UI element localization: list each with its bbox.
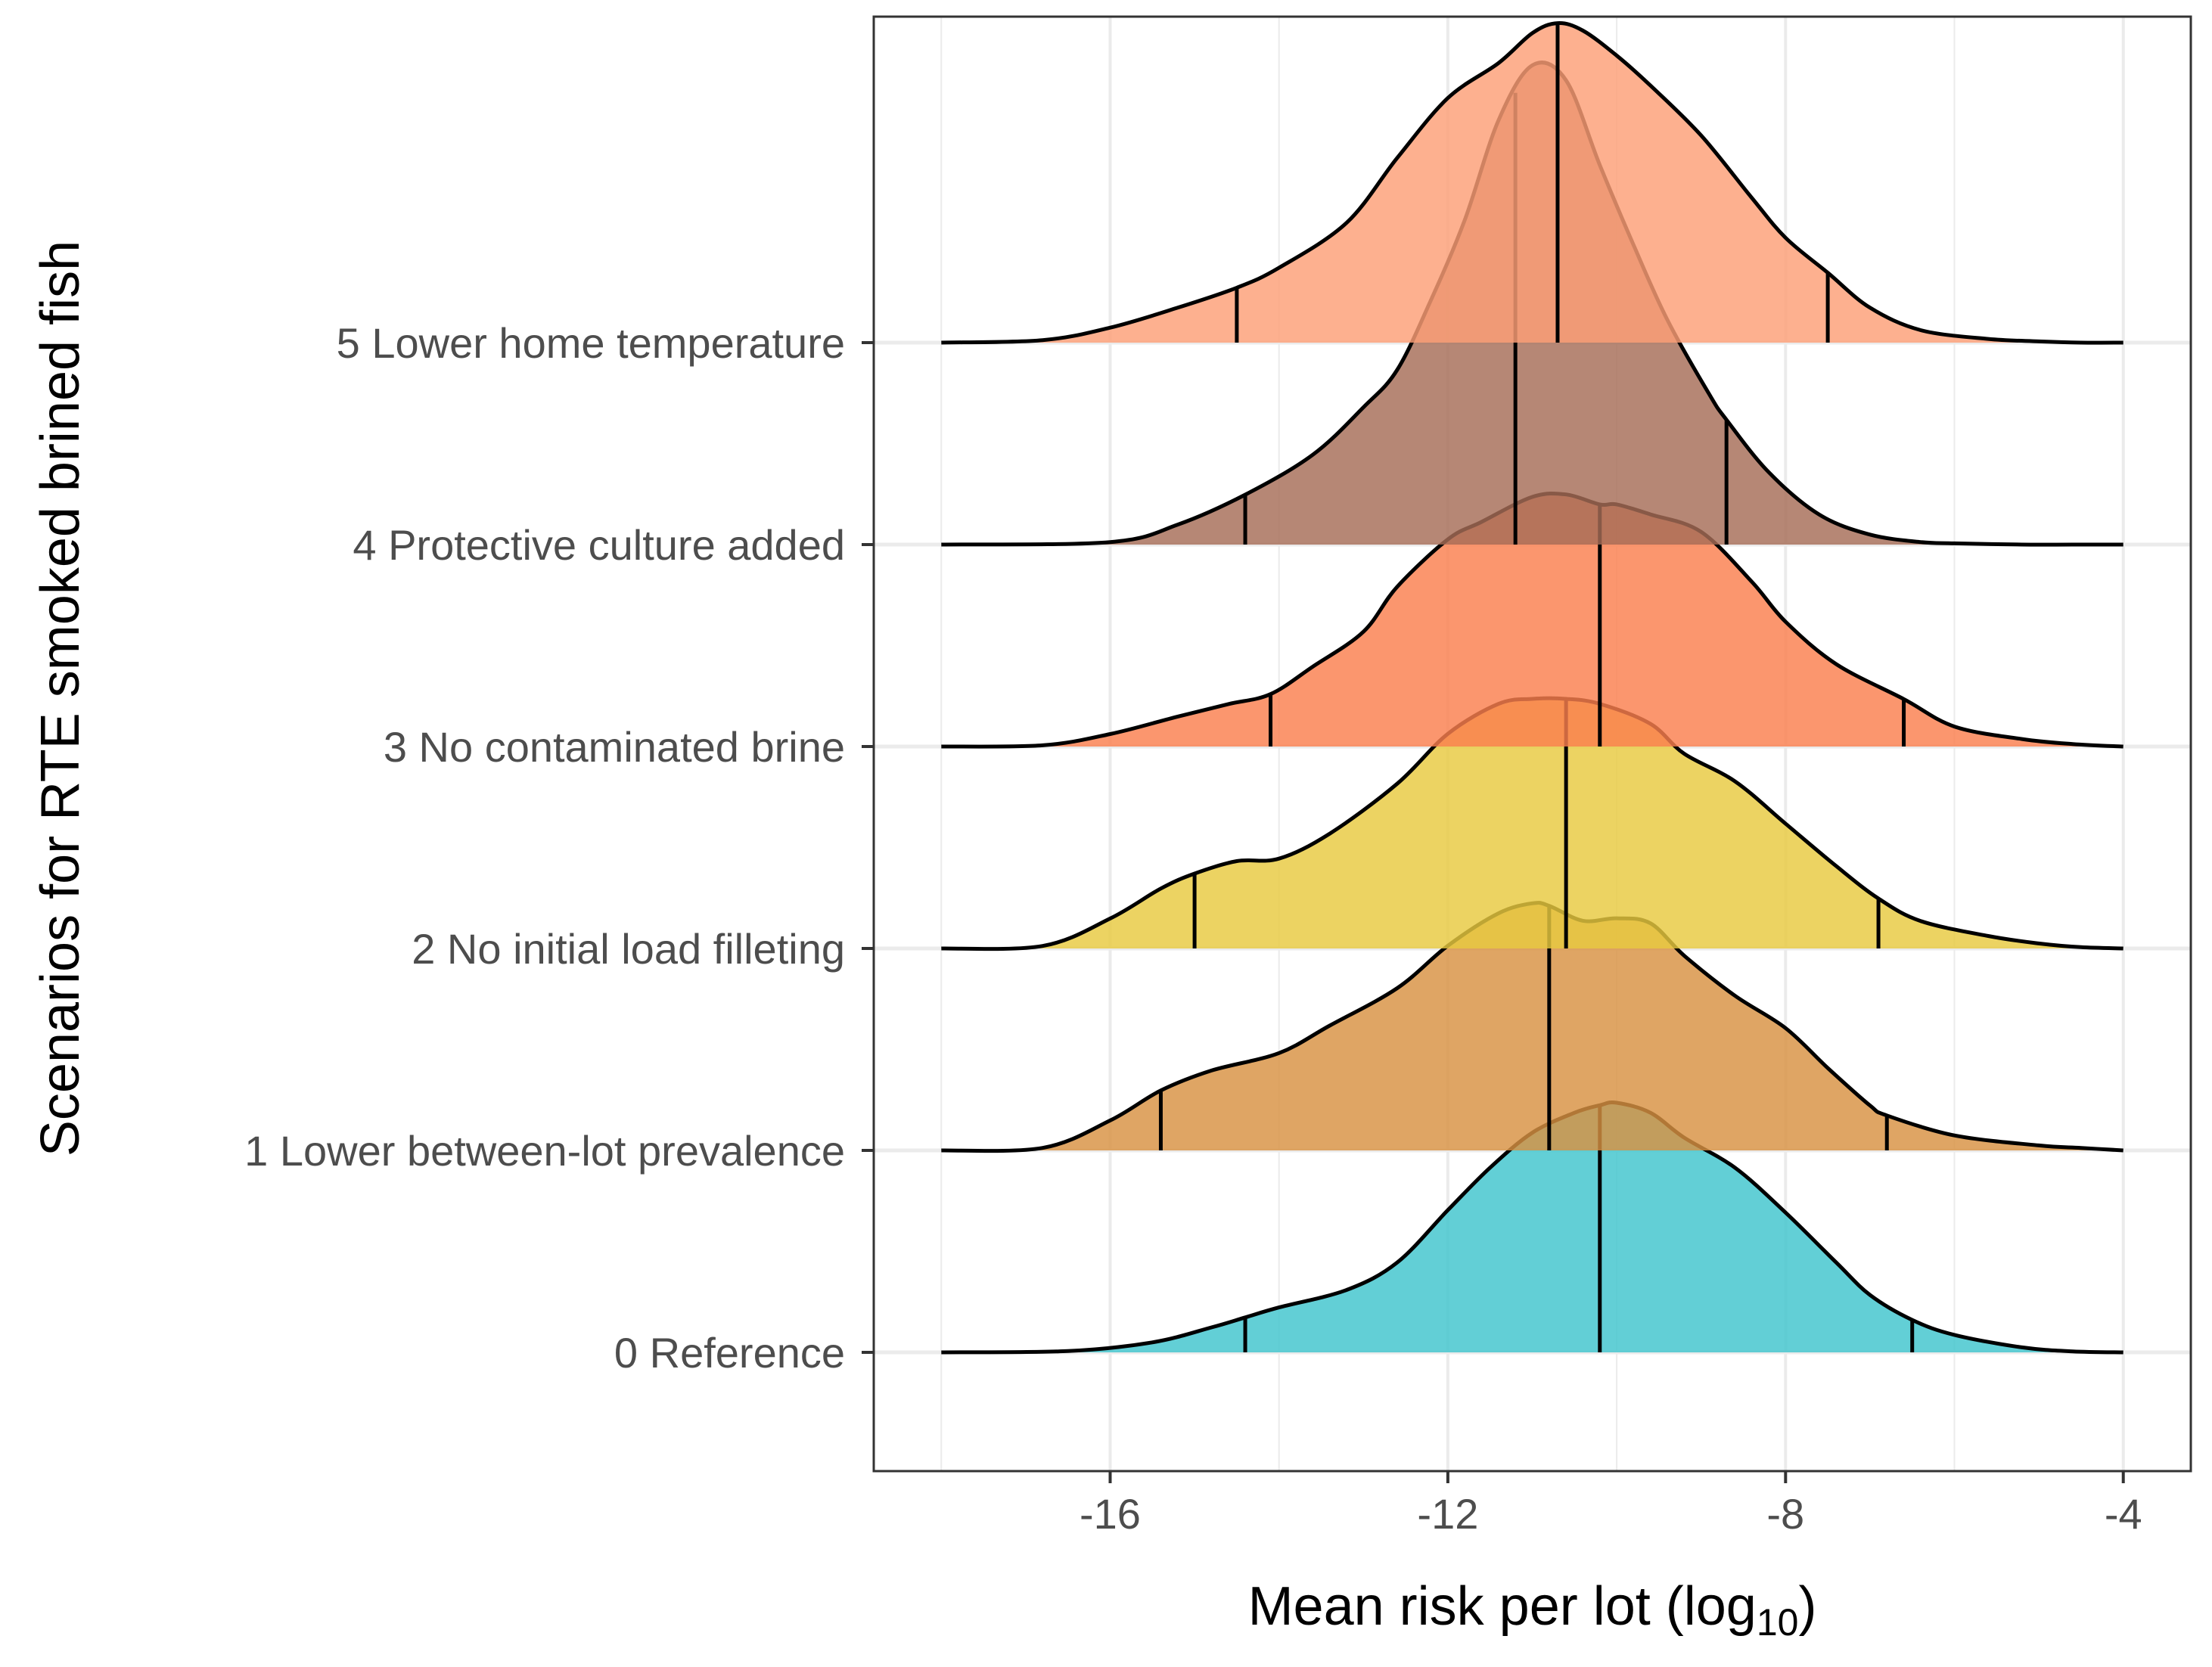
ridge-5 xyxy=(941,21,2123,345)
y-tick-label: 4 Protective culture added xyxy=(353,521,845,569)
density-area xyxy=(941,698,2123,949)
density-outline xyxy=(941,21,2123,345)
axes: 0 Reference 1 Lower between-lot prevalenc… xyxy=(244,319,2142,1538)
x-tick-label: -4 xyxy=(2105,1490,2142,1538)
x-tick-label: -8 xyxy=(1766,1490,1804,1538)
y-tick-label: 3 No contaminated brine xyxy=(384,723,845,771)
x-tick-label: -16 xyxy=(1080,1490,1141,1538)
x-axis-title-suffix: ) xyxy=(1798,1576,1816,1637)
density-area xyxy=(941,23,2123,343)
x-axis-title-subscript: 10 xyxy=(1757,1601,1799,1644)
density-area xyxy=(941,1102,2123,1352)
y-tick-label: 2 No initial load filleting xyxy=(412,925,845,973)
y-axis-title: Scenarios for RTE smoked brined fish xyxy=(30,241,91,1156)
x-axis-title: Mean risk per lot (log10) xyxy=(1248,1576,1817,1644)
x-axis-title-main: Mean risk per lot (log xyxy=(1248,1576,1757,1637)
density-ridges xyxy=(941,21,2123,1355)
density-area xyxy=(941,493,2123,747)
density-area xyxy=(941,902,2123,1151)
panel-border xyxy=(872,15,2192,1473)
x-tick-label: -12 xyxy=(1417,1490,1478,1538)
y-tick-label: 0 Reference xyxy=(614,1329,845,1377)
y-tick-label: 5 Lower home temperature xyxy=(337,319,845,367)
y-tick-label: 1 Lower between-lot prevalence xyxy=(244,1127,845,1175)
